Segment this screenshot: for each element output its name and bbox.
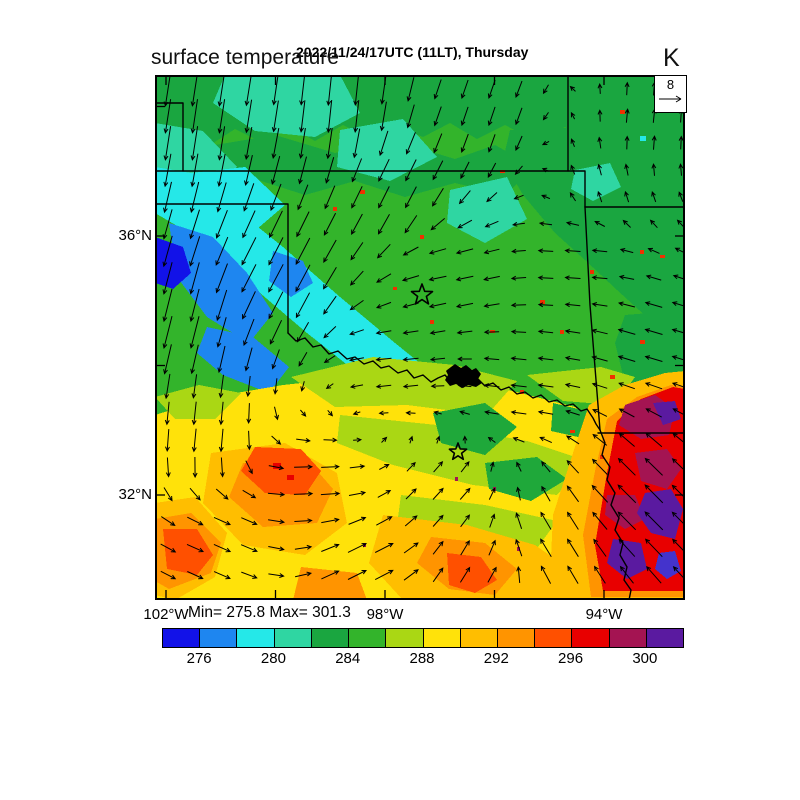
colorbar-segment — [274, 629, 312, 647]
colorbar-segment — [386, 629, 424, 647]
star-marker — [448, 442, 468, 461]
wind-reference-value: 8 — [666, 77, 675, 92]
colorbar-segment — [535, 629, 573, 647]
colorbar-segment — [423, 629, 461, 647]
colorbar-tick-label: 300 — [632, 650, 658, 667]
colorbar-tick-label: 280 — [260, 650, 286, 667]
colorbar — [162, 628, 684, 648]
lon-tick-label: 98°W — [366, 606, 404, 623]
panhandle-west-border — [154, 102, 184, 172]
lat-tick-label: 32°N — [118, 486, 152, 503]
colorbar-segment — [572, 629, 610, 647]
colorbar-segment — [460, 629, 498, 647]
field-min-max: Min= 275.8 Max= 301.3 — [188, 604, 351, 621]
lon-tick-label: 94°W — [585, 606, 623, 623]
colorbar-segment — [237, 629, 275, 647]
star-marker — [410, 283, 434, 305]
unit-label: K — [663, 44, 680, 72]
lat-tick-label: 36°N — [118, 227, 152, 244]
temperature-field — [155, 75, 685, 600]
wind-reference-box: 8 — [654, 75, 687, 113]
wind-arrows — [160, 72, 690, 584]
colorbar-segment — [646, 629, 684, 647]
colorbar-tick-label: 276 — [186, 650, 212, 667]
reference-arrow-icon — [658, 95, 681, 103]
oklahoma-arkansas-border — [584, 206, 601, 431]
variable-label: surface temperature — [151, 46, 339, 69]
colorbar-tick-label: 288 — [409, 650, 435, 667]
colorbar-segment — [609, 629, 647, 647]
colorbar-segment — [163, 629, 201, 647]
map-frame — [155, 75, 685, 600]
colorbar-segment — [200, 629, 238, 647]
title-line-1: 2022/11/24/17UTC (11LT), Thursday — [296, 44, 529, 60]
texas-panhandle-border — [154, 203, 289, 334]
colorbar-segment — [311, 629, 350, 647]
temperature-map — [154, 72, 690, 601]
texas-arkansas-river-border — [599, 429, 632, 601]
lon-tick-label: 102°W — [143, 606, 189, 623]
lake-blob — [445, 364, 482, 388]
state-borders — [154, 74, 686, 601]
colorbar-tick-label: 296 — [558, 650, 584, 667]
city-star-markers — [410, 283, 468, 461]
kansas-missouri-border — [567, 74, 586, 208]
colorbar-segment — [349, 629, 387, 647]
colorbar-tick-label: 284 — [335, 650, 361, 667]
cool-speckle — [640, 136, 646, 141]
colorbar-tick-label: 292 — [483, 650, 509, 667]
colorbar-segment — [497, 629, 536, 647]
map-area — [154, 72, 690, 601]
